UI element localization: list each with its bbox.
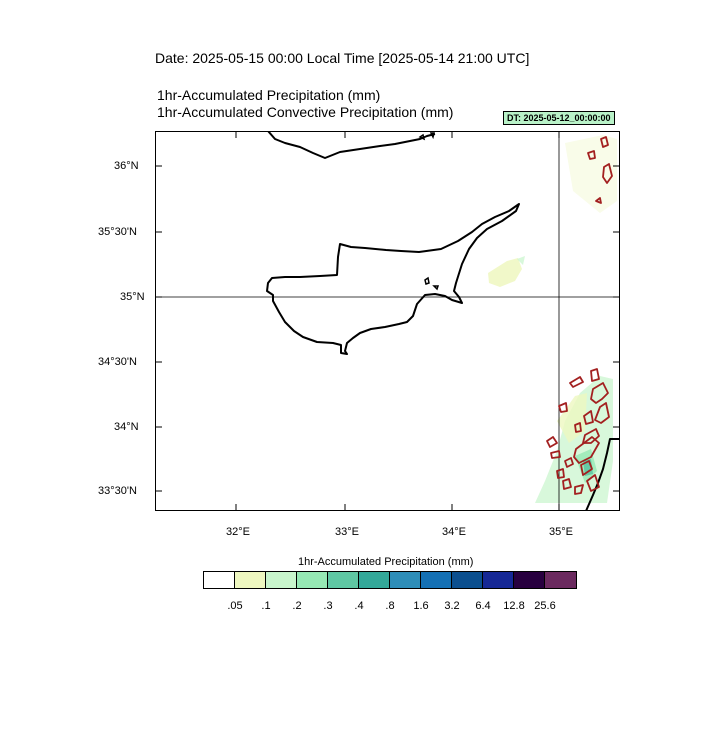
colorbar-swatch — [297, 572, 328, 588]
colorbar-label: .8 — [385, 600, 395, 612]
colorbar-swatch — [266, 572, 297, 588]
colorbar-label: .05 — [227, 600, 243, 612]
colorbar-swatch — [545, 572, 576, 588]
convective-contour — [590, 368, 600, 382]
convective-contour — [550, 450, 561, 459]
convective-contour — [595, 197, 602, 204]
islet — [418, 133, 426, 141]
convective-contour — [569, 376, 584, 388]
coastlines — [266, 131, 620, 511]
colorbar-swatch — [204, 572, 235, 588]
colorbar-swatch — [421, 572, 452, 588]
convective-contour — [574, 422, 582, 433]
cyprus-coastline — [266, 203, 520, 355]
lat-tick-label: 34°30'N — [98, 356, 137, 368]
dt-badge: DT: 2025-05-12_00:00:00 — [503, 111, 615, 125]
colorbar-label: .2 — [292, 600, 302, 612]
convective-contour — [590, 382, 609, 404]
convective-contour — [573, 436, 600, 464]
islets — [418, 132, 440, 291]
convective-contour — [562, 478, 572, 490]
convective-contour — [594, 402, 610, 424]
colorbar-swatch — [514, 572, 545, 588]
date-title: Date: 2025-05-15 00:00 Local Time [2025-… — [155, 50, 530, 66]
lat-tick-label: 36°N — [114, 160, 139, 172]
convective-contour — [546, 436, 558, 448]
convective-contour — [558, 402, 568, 413]
map-border — [155, 131, 620, 511]
colorbar-label: 6.4 — [475, 600, 491, 612]
lat-tick-label: 35°N — [120, 291, 145, 303]
lon-tick-label: 34°E — [442, 526, 466, 538]
lat-tick-label: 33°30'N — [98, 485, 137, 497]
precip-title: 1hr-Accumulated Precipitation (mm) — [157, 87, 381, 103]
convective-contour — [556, 468, 565, 479]
turkey-coastline — [267, 131, 436, 159]
levant-coastline — [585, 438, 620, 511]
convective-contours — [546, 136, 613, 495]
convective-contour — [583, 410, 594, 425]
colorbar — [203, 571, 577, 589]
colorbar-swatch — [235, 572, 266, 588]
colorbar-label: 3.2 — [444, 600, 460, 612]
colorbar-swatch — [483, 572, 514, 588]
islet — [429, 132, 435, 140]
lon-tick-label: 33°E — [335, 526, 359, 538]
axis-ticks — [155, 131, 620, 511]
colorbar-title: 1hr-Accumulated Precipitation (mm) — [298, 556, 474, 568]
convective-contour — [602, 163, 613, 184]
colorbar-swatch — [452, 572, 483, 588]
convective-contour — [574, 484, 584, 495]
colorbar-label: .3 — [323, 600, 333, 612]
colorbar-label: 25.6 — [534, 600, 556, 612]
lat-tick-label: 34°N — [114, 421, 139, 433]
lon-tick-label: 35°E — [549, 526, 573, 538]
lon-tick-label: 32°E — [226, 526, 250, 538]
convective-contour — [564, 457, 574, 468]
convective-precip-title: 1hr-Accumulated Convective Precipitation… — [157, 104, 454, 120]
convective-contour — [580, 460, 593, 476]
colorbar-label: .4 — [354, 600, 364, 612]
colorbar-label: 1.6 — [413, 600, 429, 612]
colorbar-swatch — [390, 572, 421, 588]
precip-patch — [488, 258, 522, 287]
convective-contour — [586, 474, 600, 492]
convective-contour — [587, 150, 596, 160]
islet — [424, 276, 430, 285]
colorbar-label: 12.8 — [503, 600, 525, 612]
precip-patch — [565, 135, 617, 213]
precip-patch — [517, 256, 525, 265]
colorbar-swatch — [359, 572, 390, 588]
map-panel — [155, 131, 620, 511]
islet — [432, 285, 440, 291]
lat-tick-label: 35°30'N — [98, 226, 137, 238]
colorbar-swatch — [328, 572, 359, 588]
convective-contour — [600, 136, 609, 148]
colorbar-label: .1 — [261, 600, 271, 612]
